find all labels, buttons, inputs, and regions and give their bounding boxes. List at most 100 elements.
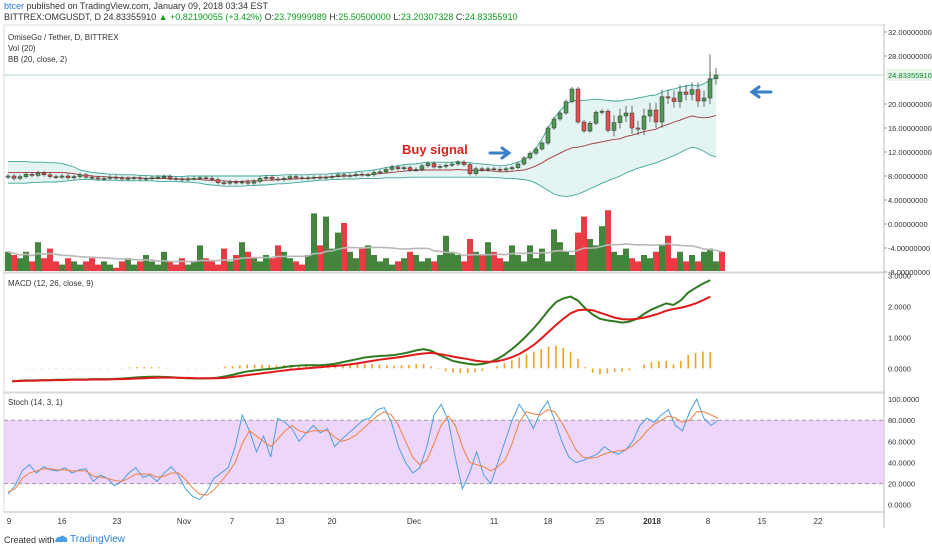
volume-bar (29, 261, 35, 271)
candle (263, 176, 269, 179)
candle (197, 177, 203, 180)
candle (173, 178, 179, 180)
candle (407, 167, 413, 171)
candle (401, 167, 407, 170)
candle (629, 112, 635, 129)
candle (353, 173, 359, 176)
volume-bar (449, 251, 455, 271)
last-price: 24.83355910 (103, 12, 157, 22)
candle (227, 181, 233, 184)
volume-bar (431, 261, 437, 271)
stoch-tick-label: 0.0000 (888, 501, 911, 510)
volume-bar (185, 264, 191, 271)
candle (305, 177, 311, 180)
volume-bar (317, 245, 323, 271)
volume-bar (479, 255, 485, 271)
volume-bar (215, 264, 221, 271)
candle (233, 181, 239, 184)
candle (533, 148, 539, 154)
time-tick-label: 23 (113, 517, 122, 526)
candle (119, 177, 125, 180)
price-tick-label: -8.00000000 (888, 268, 930, 277)
candle (659, 96, 665, 123)
volume-bar (197, 245, 203, 271)
candle (485, 168, 491, 171)
tradingview-brand[interactable]: TradingView (70, 534, 126, 545)
candle (269, 176, 275, 180)
volume-bar (41, 258, 47, 271)
volume-bar (677, 251, 683, 271)
volume-bar (569, 255, 575, 271)
candle (551, 118, 557, 129)
candle (215, 179, 221, 183)
candle (53, 176, 59, 178)
candle (83, 174, 89, 178)
candle (437, 166, 443, 168)
macd-tick-label: 3.0000 (888, 272, 911, 281)
author-link[interactable]: btcer (4, 1, 25, 11)
volume-bar (47, 248, 53, 271)
price-tick-label: 16.00000000 (888, 124, 932, 133)
chart-canvas[interactable]: 32.00000000 28.00000000 24.83355910 20.0000… (0, 24, 932, 528)
volume-bar (107, 264, 113, 271)
volume-bar (515, 255, 521, 271)
time-tick-label: 22 (814, 517, 823, 526)
candle (35, 172, 41, 176)
time-tick-label: 13 (276, 517, 285, 526)
volume-bar (395, 261, 401, 271)
volume-bar (113, 267, 119, 271)
volume-bar (77, 264, 83, 271)
price-change: +0.82190055 (+3.42%) (170, 12, 263, 22)
volume-bar (611, 251, 617, 271)
macd-tick-label: 2.0000 (888, 302, 911, 311)
vol-label: Vol (20) (8, 44, 36, 53)
macd-label: MACD (12, 26, close, 9) (8, 279, 94, 288)
time-tick-label: 11 (490, 517, 499, 526)
volume-bar (581, 216, 587, 271)
macd-line (11, 279, 711, 383)
candle (593, 112, 599, 124)
footer: Created with TradingView (0, 528, 932, 550)
volume-bar (143, 255, 149, 271)
volume-bar (155, 264, 161, 271)
buy-arrow-icon (488, 146, 512, 160)
created-with-text: Created with (4, 535, 55, 545)
symbol-line: BITTREX:OMGUSDT, D 24.83355910 ▲ +0.8219… (4, 12, 517, 23)
close-label: C: (455, 12, 465, 22)
candle (203, 177, 209, 180)
volume-bar (425, 258, 431, 271)
volume-bar (557, 242, 563, 271)
volume-bar (623, 248, 629, 271)
volume-bar (323, 216, 329, 271)
candle (413, 169, 419, 171)
volume-bar (71, 261, 77, 271)
volume-bar (593, 245, 599, 271)
volume-bar (287, 258, 293, 271)
candle (713, 74, 719, 80)
open-value: 23.79999989 (274, 12, 327, 22)
volume-bar (503, 261, 509, 271)
volume-bar (179, 258, 185, 271)
candle (113, 176, 119, 179)
volume-bar (95, 264, 101, 271)
candle (257, 178, 263, 182)
candle (623, 112, 629, 117)
candle (251, 181, 257, 184)
candle (41, 172, 47, 176)
volume-bar (347, 251, 353, 271)
volume-bar (437, 255, 443, 271)
candle (347, 175, 353, 177)
candle (707, 78, 713, 99)
candle (323, 176, 329, 179)
volume-bar (485, 242, 491, 271)
candle (95, 177, 101, 180)
volume-bar (149, 261, 155, 271)
candle (611, 122, 617, 131)
volume-bar (689, 255, 695, 271)
high-label: H: (329, 12, 339, 22)
volume-bar (509, 245, 515, 271)
candle (125, 178, 131, 180)
candle (467, 164, 473, 174)
candle (59, 175, 65, 178)
volume-bar (617, 255, 623, 271)
